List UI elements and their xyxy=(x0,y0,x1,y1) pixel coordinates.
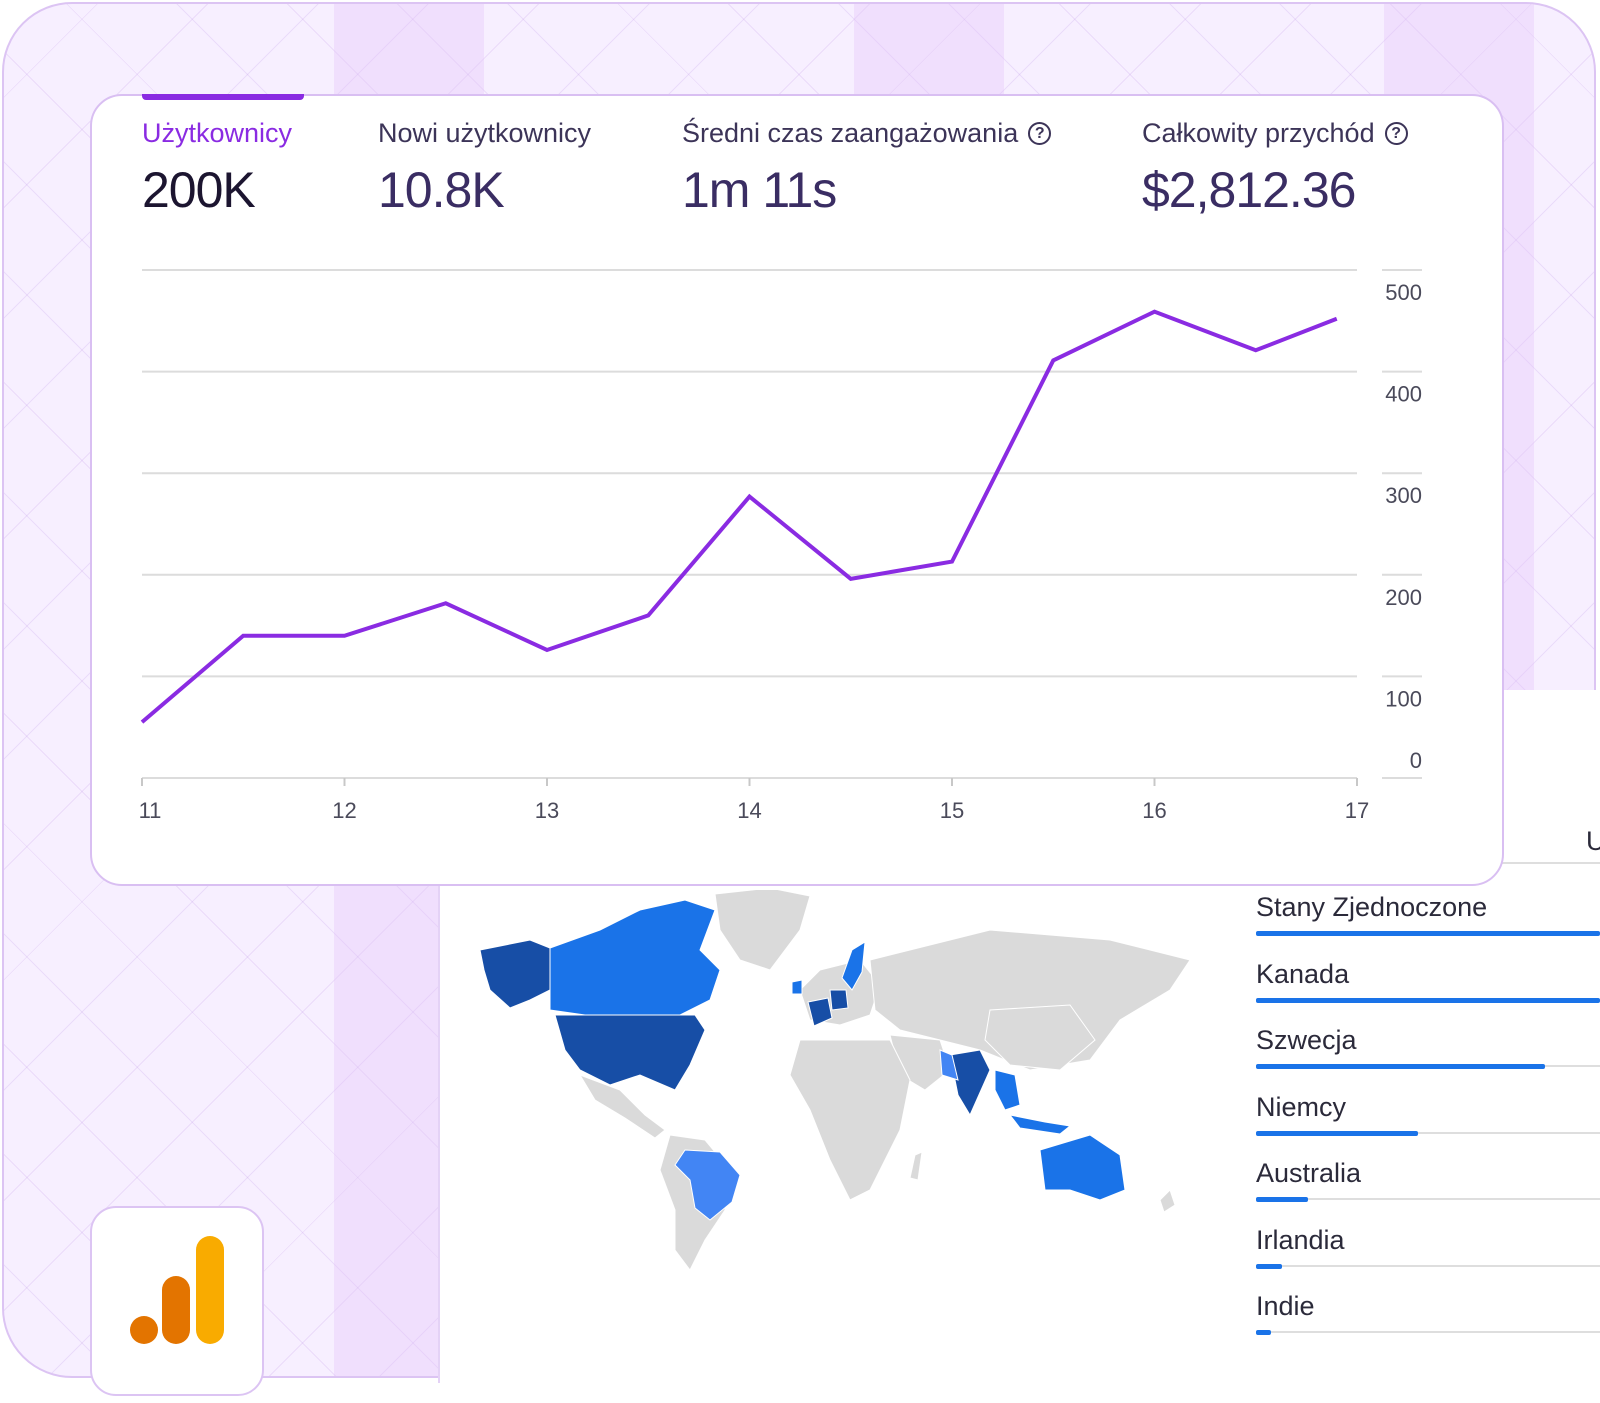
country-list: Stany Zjednoczone Kanada Szwecja Niemcy Aust… xyxy=(1256,880,1600,1346)
country-bar-track xyxy=(1256,1265,1600,1267)
country-bar-track xyxy=(1256,1198,1600,1200)
x-tick-label: 16 xyxy=(1142,798,1166,823)
country-row[interactable]: Niemcy xyxy=(1256,1080,1600,1147)
y-tick-label: 500 xyxy=(1385,280,1422,305)
line-chart: 0 100 200 300 400 500 11 12 13 14 15 16 17 xyxy=(92,96,1502,884)
country-name: Australia xyxy=(1256,1158,1361,1189)
x-tick-label: 12 xyxy=(332,798,356,823)
map-central-america xyxy=(580,1075,665,1138)
country-row[interactable]: Szwecja xyxy=(1256,1013,1600,1080)
map-greenland xyxy=(715,890,810,970)
country-name: Stany Zjednoczone xyxy=(1256,892,1487,923)
x-tick-label: 13 xyxy=(535,798,559,823)
country-share-bar xyxy=(1256,1197,1308,1202)
map-ireland xyxy=(792,980,802,994)
y-tick-label: 100 xyxy=(1385,686,1422,711)
map-southeast-asia xyxy=(995,1070,1020,1110)
country-share-bar xyxy=(1256,931,1600,936)
map-germany xyxy=(830,990,848,1010)
map-indonesia xyxy=(1010,1115,1070,1134)
map-usa xyxy=(555,1015,705,1090)
world-map xyxy=(470,890,1230,1270)
country-row[interactable]: Kanada xyxy=(1256,947,1600,1014)
country-name: Indie xyxy=(1256,1291,1315,1322)
country-name: Kanada xyxy=(1256,959,1349,990)
country-share-bar xyxy=(1256,998,1600,1003)
country-bar-track xyxy=(1256,1331,1600,1333)
series-line xyxy=(142,312,1337,722)
x-tick-label: 17 xyxy=(1345,798,1369,823)
y-tick-label: 400 xyxy=(1385,382,1422,407)
country-share-bar xyxy=(1256,1330,1271,1335)
country-row[interactable]: Indie xyxy=(1256,1279,1600,1346)
country-row[interactable]: Australia xyxy=(1256,1146,1600,1213)
analytics-logo-tile xyxy=(90,1206,264,1396)
map-new-zealand xyxy=(1160,1190,1175,1212)
country-row[interactable]: Stany Zjednoczone xyxy=(1256,880,1600,947)
y-tick-label: 0 xyxy=(1410,748,1422,773)
x-tick-label: 14 xyxy=(737,798,761,823)
country-row[interactable]: Irlandia xyxy=(1256,1213,1600,1280)
country-name: Szwecja xyxy=(1256,1025,1357,1056)
x-tick-label: 15 xyxy=(940,798,964,823)
country-share-bar xyxy=(1256,1064,1545,1069)
analytics-card: Użytkownicy 200K Nowi użytkownicy 10.8K … xyxy=(90,94,1504,886)
y-tick-label: 200 xyxy=(1385,585,1422,610)
country-name: Niemcy xyxy=(1256,1092,1346,1123)
map-australia xyxy=(1040,1135,1125,1200)
country-share-bar xyxy=(1256,1264,1282,1269)
country-share-bar xyxy=(1256,1131,1418,1136)
cropped-column-header: U xyxy=(1586,826,1600,857)
map-madagascar xyxy=(910,1152,922,1180)
map-canada xyxy=(550,900,720,1020)
y-tick-label: 300 xyxy=(1385,483,1422,508)
x-tick-label: 11 xyxy=(139,798,162,823)
analytics-logo-icon xyxy=(92,1208,266,1398)
map-india xyxy=(950,1050,990,1115)
map-africa xyxy=(790,1040,910,1200)
map-alaska xyxy=(480,940,550,1008)
country-name: Irlandia xyxy=(1256,1225,1345,1256)
